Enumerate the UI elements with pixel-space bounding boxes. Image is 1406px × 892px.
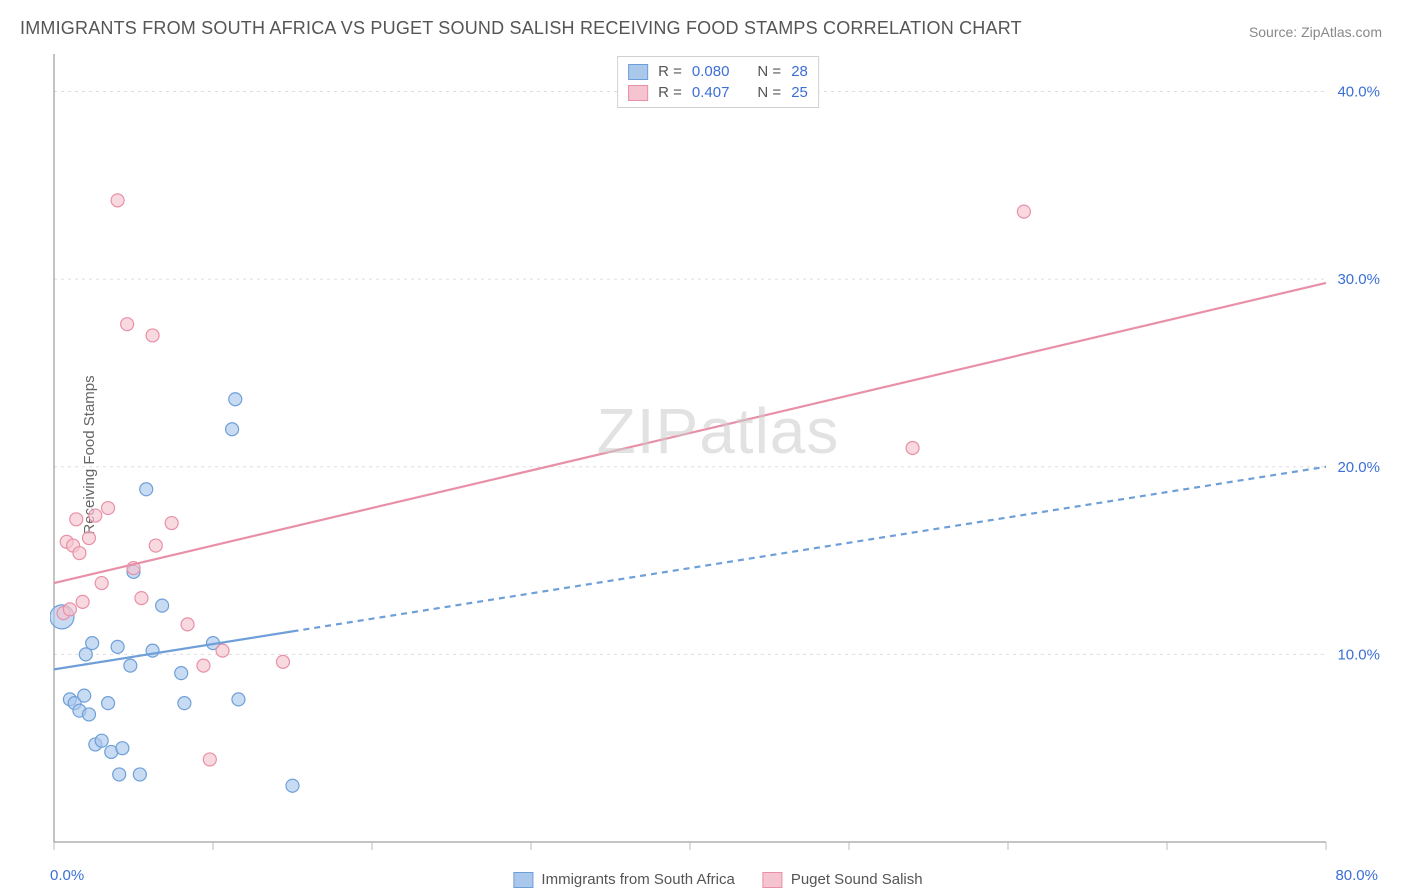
series-south_africa xyxy=(50,393,299,792)
chart-area: Receiving Food Stamps 10.0%20.0%30.0%40.… xyxy=(50,50,1386,860)
legend-n-label: N = xyxy=(757,63,781,80)
series-legend-item-puget_sound_salish: Puget Sound Salish xyxy=(763,871,923,888)
legend-n-value: 25 xyxy=(791,84,808,101)
series-puget_sound_salish xyxy=(57,194,1030,766)
chart-title: IMMIGRANTS FROM SOUTH AFRICA VS PUGET SO… xyxy=(20,18,1022,39)
legend-swatch xyxy=(763,872,783,888)
legend-swatch xyxy=(628,85,648,101)
y-grid-label: 10.0% xyxy=(1337,646,1380,663)
correlation-legend: R = 0.080 N = 28 R = 0.407 N = 25 xyxy=(617,56,819,108)
legend-r-value: 0.407 xyxy=(692,84,730,101)
x-axis-min-label: 0.0% xyxy=(50,867,84,884)
series-legend-label: Immigrants from South Africa xyxy=(541,871,734,888)
legend-r-label: R = xyxy=(658,84,682,101)
y-grid-label: 30.0% xyxy=(1337,271,1380,288)
series-legend: Immigrants from South Africa Puget Sound … xyxy=(513,871,922,888)
legend-r-value: 0.080 xyxy=(692,63,730,80)
x-axis-max-label: 80.0% xyxy=(1335,867,1378,884)
legend-n-label: N = xyxy=(757,84,781,101)
legend-r-label: R = xyxy=(658,63,682,80)
scatter-plot: 10.0% 20.0% 30.0% 40.0% xyxy=(50,50,1386,860)
legend-n-value: 28 xyxy=(791,63,808,80)
legend-swatch xyxy=(513,872,533,888)
series-legend-label: Puget Sound Salish xyxy=(791,871,923,888)
source-attribution: Source: ZipAtlas.com xyxy=(1249,24,1382,40)
legend-row-puget_sound_salish: R = 0.407 N = 25 xyxy=(628,82,808,103)
series-legend-item-south_africa: Immigrants from South Africa xyxy=(513,871,734,888)
legend-row-south_africa: R = 0.080 N = 28 xyxy=(628,61,808,82)
y-grid-label: 40.0% xyxy=(1337,84,1380,101)
y-grid-label: 20.0% xyxy=(1337,459,1380,476)
legend-swatch xyxy=(628,64,648,80)
